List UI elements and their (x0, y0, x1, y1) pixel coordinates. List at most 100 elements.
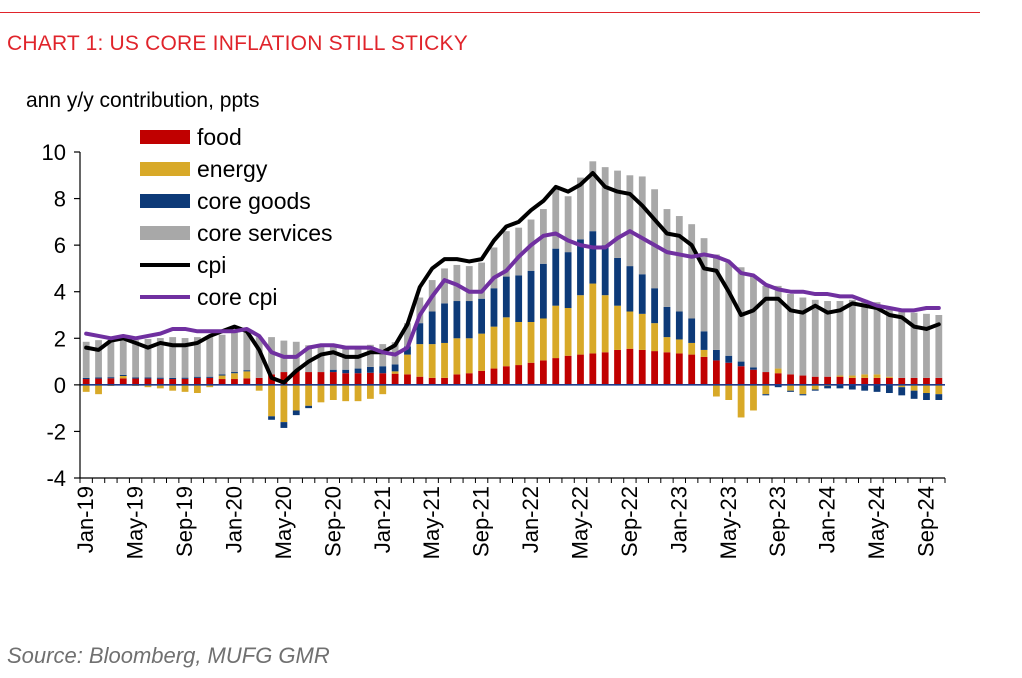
bar-food-Feb-21 (391, 373, 399, 385)
bar-core-goods-Oct-22 (638, 274, 646, 314)
bar-food-Jun-22 (589, 353, 597, 385)
bar-energy-Apr-22 (564, 308, 572, 356)
bar-core-goods-Feb-22 (539, 263, 547, 319)
x-tick-label: Jan-24 (815, 486, 840, 553)
bar-energy-Mar-20 (255, 384, 263, 391)
x-tick-label: Sep-24 (913, 486, 938, 557)
bar-energy-May-23 (725, 384, 733, 400)
bar-core-services-Feb-23 (688, 224, 696, 319)
bar-energy-Jun-21 (441, 342, 448, 378)
bar-core-services-Apr-22 (564, 196, 572, 253)
line-layer (84, 170, 941, 385)
bar-core-goods-Nov-22 (651, 288, 659, 324)
y-tick-label: 4 (54, 280, 66, 305)
bar-core-goods-Jul-19 (156, 377, 164, 379)
bar-core-services-Sep-20 (329, 345, 337, 370)
chart-title: CHART 1: US CORE INFLATION STILL STICKY (7, 32, 468, 55)
bar-energy-Feb-20 (243, 371, 251, 379)
bar-core-goods-Aug-19 (169, 377, 177, 380)
legend-swatch-core-goods (140, 194, 190, 208)
bar-core-goods-Apr-22 (564, 252, 572, 309)
bar-core-services-Dec-22 (663, 209, 671, 307)
bar-core-services-Oct-22 (638, 176, 646, 275)
bar-food-Aug-22 (614, 349, 621, 385)
bar-core-goods-Mar-24 (848, 384, 856, 390)
bar-food-Mar-20 (255, 377, 263, 385)
bar-food-Jan-20 (231, 379, 238, 385)
bar-food-Aug-23 (762, 372, 770, 385)
bar-food-Jan-21 (379, 373, 387, 385)
bar-food-Jan-23 (675, 353, 683, 385)
bar-core-goods-Dec-20 (366, 366, 374, 373)
bar-core-goods-Jan-23 (675, 311, 683, 340)
bar-core-goods-Sep-21 (478, 298, 486, 334)
legend-swatch-core-services (140, 226, 190, 240)
bar-food-Aug-20 (317, 372, 325, 385)
bar-core-goods-May-19 (132, 377, 140, 379)
x-tick-label: Sep-19 (172, 486, 197, 557)
bar-core-services-Feb-19 (95, 340, 102, 378)
bar-core-services-Nov-21 (502, 231, 510, 277)
bar-energy-Aug-20 (317, 384, 325, 403)
bar-energy-Sep-22 (626, 311, 634, 349)
bar-core-goods-Jun-23 (737, 361, 745, 367)
bar-core-goods-Jun-21 (441, 303, 448, 343)
y-tick-label: 0 (54, 373, 66, 398)
bar-energy-Nov-23 (799, 384, 807, 395)
bar-core-goods-Nov-21 (502, 276, 510, 318)
x-tick-label: Sep-20 (320, 486, 345, 557)
bar-core-goods-Aug-24 (910, 390, 918, 399)
bar-food-Oct-19 (193, 377, 201, 385)
top-rule (0, 12, 980, 13)
bar-core-services-Oct-24 (935, 315, 943, 378)
bar-core-services-Apr-19 (119, 336, 127, 375)
bar-core-goods-Nov-20 (354, 368, 362, 374)
bar-food-Jul-19 (156, 378, 164, 385)
legend-label-core-goods: core goods (197, 188, 311, 214)
legend-label-core-services: core services (197, 220, 332, 246)
bar-core-goods-Feb-19 (95, 377, 102, 379)
bar-core-services-Aug-22 (614, 170, 621, 258)
bar-energy-Mar-22 (552, 305, 560, 359)
bar-core-goods-Jul-20 (305, 405, 313, 409)
bar-food-Mar-24 (848, 377, 856, 385)
bar-energy-Aug-22 (614, 305, 621, 350)
bar-core-goods-May-22 (577, 239, 584, 296)
bar-energy-Sep-24 (923, 384, 930, 394)
bar-energy-Nov-19 (206, 384, 214, 388)
bar-energy-Jan-20 (231, 373, 238, 380)
bar-core-goods-Nov-23 (799, 394, 807, 396)
bar-energy-Nov-20 (354, 384, 362, 402)
bar-core-goods-Feb-23 (688, 318, 696, 343)
x-tick-label: May-20 (271, 486, 296, 559)
bar-food-Sep-21 (478, 370, 486, 385)
bar-food-May-24 (873, 377, 881, 385)
bar-food-Jan-24 (824, 376, 832, 385)
bar-core-goods-Feb-21 (391, 364, 399, 372)
bar-core-services-Jun-22 (589, 161, 597, 232)
bar-energy-Jan-22 (527, 321, 535, 363)
bar-core-services-Aug-24 (910, 312, 918, 378)
x-tick-label: Jan-20 (221, 486, 246, 553)
bar-food-Apr-21 (416, 376, 424, 385)
bar-energy-Feb-22 (539, 318, 547, 361)
bar-food-Jun-24 (885, 377, 893, 385)
x-tick-label: May-23 (716, 486, 741, 559)
axes-layer: 10 8 6 4 2 0 -2 -4 Jan-19 May-19 Sep-19 Jan-20 May-2… (42, 140, 946, 559)
bar-core-services-May-23 (725, 262, 733, 356)
y-tick-label: -4 (46, 466, 66, 491)
bar-core-goods-May-24 (873, 384, 881, 392)
bar-core-goods-Sep-23 (774, 384, 782, 388)
bar-energy-May-20 (280, 384, 288, 423)
bar-core-goods-Jul-21 (453, 301, 461, 339)
bar-core-services-Jun-21 (441, 268, 448, 304)
bar-food-Feb-20 (243, 378, 251, 385)
x-tick-label: Jan-23 (666, 486, 691, 553)
bar-core-goods-Aug-22 (614, 257, 621, 306)
bar-energy-Jul-24 (898, 384, 906, 388)
bar-energy-Jan-19 (82, 384, 90, 392)
bar-food-Nov-23 (799, 375, 807, 385)
bar-food-Aug-19 (169, 379, 177, 385)
bar-food-Sep-20 (329, 372, 337, 385)
x-tick-label: May-19 (123, 486, 148, 559)
